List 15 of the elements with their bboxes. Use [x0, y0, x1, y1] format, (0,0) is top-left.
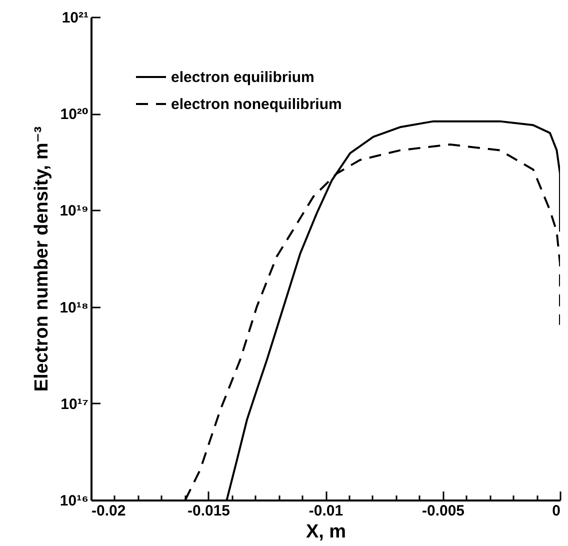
x-tick-label: -0.01: [308, 502, 344, 520]
y-tick-label: 10¹⁷: [60, 396, 88, 413]
x-axis-title: X, m: [306, 522, 346, 542]
y-tick-label: 10²⁰: [60, 106, 88, 124]
y-tick-label: 10¹⁹: [60, 202, 88, 220]
x-tick-label: -0.02: [92, 502, 126, 520]
y-tick-label: 10²¹: [62, 10, 88, 26]
legend-label: electron equilibrium: [171, 69, 314, 86]
y-tick-label: 10¹⁸: [60, 299, 88, 316]
y-axis-title: Electron number density, m⁻³: [32, 126, 53, 392]
x-tick-label: 0: [552, 502, 560, 520]
x-tick-label: -0.005: [422, 502, 465, 520]
y-tick-label: 10¹⁶: [60, 492, 88, 510]
x-tick-label: -0.015: [187, 502, 230, 520]
legend-label: electron nonequilibrium: [171, 96, 342, 113]
